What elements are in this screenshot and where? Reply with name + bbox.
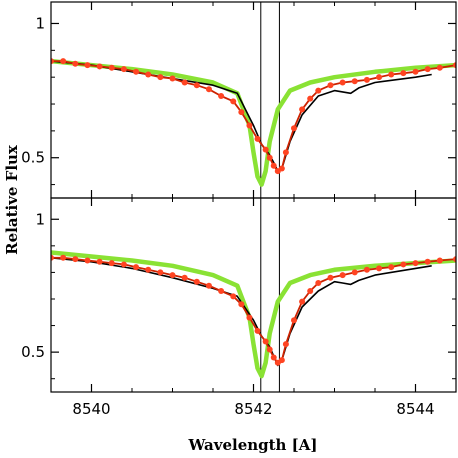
x-tick-label: 8544 <box>396 400 434 418</box>
series-3-point <box>400 261 407 268</box>
x-axis-label: Wavelength [A] <box>187 436 317 454</box>
series-3-point <box>278 165 285 172</box>
series-3-point <box>363 76 370 83</box>
series-3-point <box>246 314 253 321</box>
series-3-point <box>169 272 176 279</box>
series-3-point <box>238 109 245 116</box>
series-3-point <box>230 98 237 105</box>
series-3-point <box>133 264 140 271</box>
series-3-point <box>145 266 152 273</box>
series-1-line <box>51 58 456 187</box>
series-3-point <box>51 58 54 65</box>
series-3-point <box>339 272 346 279</box>
series-3-point <box>266 346 273 353</box>
series-3-point <box>327 274 334 281</box>
series-3-point <box>72 256 79 263</box>
series-3-point <box>436 257 443 264</box>
series-3-point <box>72 60 79 67</box>
plot-area <box>51 2 456 198</box>
y-tick-label: 0.5 <box>21 149 45 167</box>
series-3-point <box>412 260 419 267</box>
series-3-point <box>157 74 164 81</box>
panel-frame <box>50 197 457 393</box>
series-3-point <box>291 317 297 324</box>
series-3-point <box>388 264 395 271</box>
series-3-point <box>351 269 358 276</box>
series-3-point <box>238 301 245 308</box>
series-3-line <box>51 256 456 364</box>
series-3-point <box>376 265 383 272</box>
series-1-line <box>51 250 456 379</box>
series-3-point <box>254 135 261 142</box>
series-3-point <box>218 92 225 99</box>
series-3-point <box>453 256 456 263</box>
series-3-point <box>376 74 383 81</box>
y-axis-label: Relative Flux <box>3 144 21 255</box>
y-tick-label: 0.5 <box>21 343 45 361</box>
series-3-point <box>291 125 297 132</box>
series-3-point <box>327 82 334 89</box>
series-3-point <box>205 282 212 289</box>
series-3-point <box>169 75 176 82</box>
series-3-point <box>120 66 127 73</box>
series-3-point <box>282 149 289 156</box>
y-tick-label: 1 <box>35 14 45 32</box>
series-3-point <box>270 162 277 169</box>
series-3-point <box>181 274 188 281</box>
series-3-point <box>299 298 306 305</box>
panel-1: 0.51 <box>21 1 457 199</box>
series-3-point <box>400 70 407 77</box>
series-3-point <box>108 260 115 267</box>
series-3-point <box>193 278 200 285</box>
series-3-point <box>60 58 67 65</box>
series-3-point <box>145 71 152 78</box>
series-3-point <box>246 122 253 129</box>
series-3-point <box>299 106 306 113</box>
series-3-point <box>424 66 431 73</box>
series-3-point <box>307 288 314 295</box>
series-3-point <box>120 261 127 268</box>
series-3-point <box>412 68 419 75</box>
series-3-point <box>108 64 115 71</box>
series-3-point <box>278 357 285 364</box>
series-3-point <box>60 254 67 261</box>
series-3-point <box>230 293 237 300</box>
series-3-point <box>453 62 456 69</box>
series-3-point <box>424 258 431 265</box>
series-3-point <box>84 62 91 69</box>
series-3-point <box>436 64 443 71</box>
series-3-point <box>157 269 164 276</box>
series-3-point <box>205 86 212 93</box>
series-3-point <box>363 266 370 273</box>
series-3-point <box>388 71 395 78</box>
series-3-point <box>315 87 322 94</box>
panel-2: 0.5 1 8540 8542 8544 <box>21 197 457 418</box>
series-3-point <box>133 68 140 75</box>
series-3-point <box>351 78 358 85</box>
y-tick-label: 1 <box>35 210 45 228</box>
series-3-point <box>315 280 322 287</box>
series-3-point <box>339 79 346 86</box>
panel-frame <box>50 1 457 199</box>
x-tick-label: 8540 <box>72 400 110 418</box>
series-3-point <box>262 146 269 153</box>
series-3-point <box>307 95 314 102</box>
series-3-point <box>254 327 261 334</box>
series-3-line <box>51 60 456 173</box>
series-3-point <box>96 63 103 70</box>
series-3-point <box>270 354 277 361</box>
series-3-point <box>266 154 273 161</box>
series-3-point <box>282 341 289 348</box>
series-3-point <box>193 82 200 89</box>
x-tick-label: 8542 <box>234 400 272 418</box>
plot-area <box>51 198 456 392</box>
series-3-point <box>84 257 91 264</box>
series-3-point <box>51 254 54 261</box>
series-3-point <box>96 258 103 265</box>
series-3-point <box>262 338 269 345</box>
series-3-point <box>181 79 188 86</box>
series-3-point <box>218 288 225 295</box>
series-2-line <box>51 257 432 367</box>
